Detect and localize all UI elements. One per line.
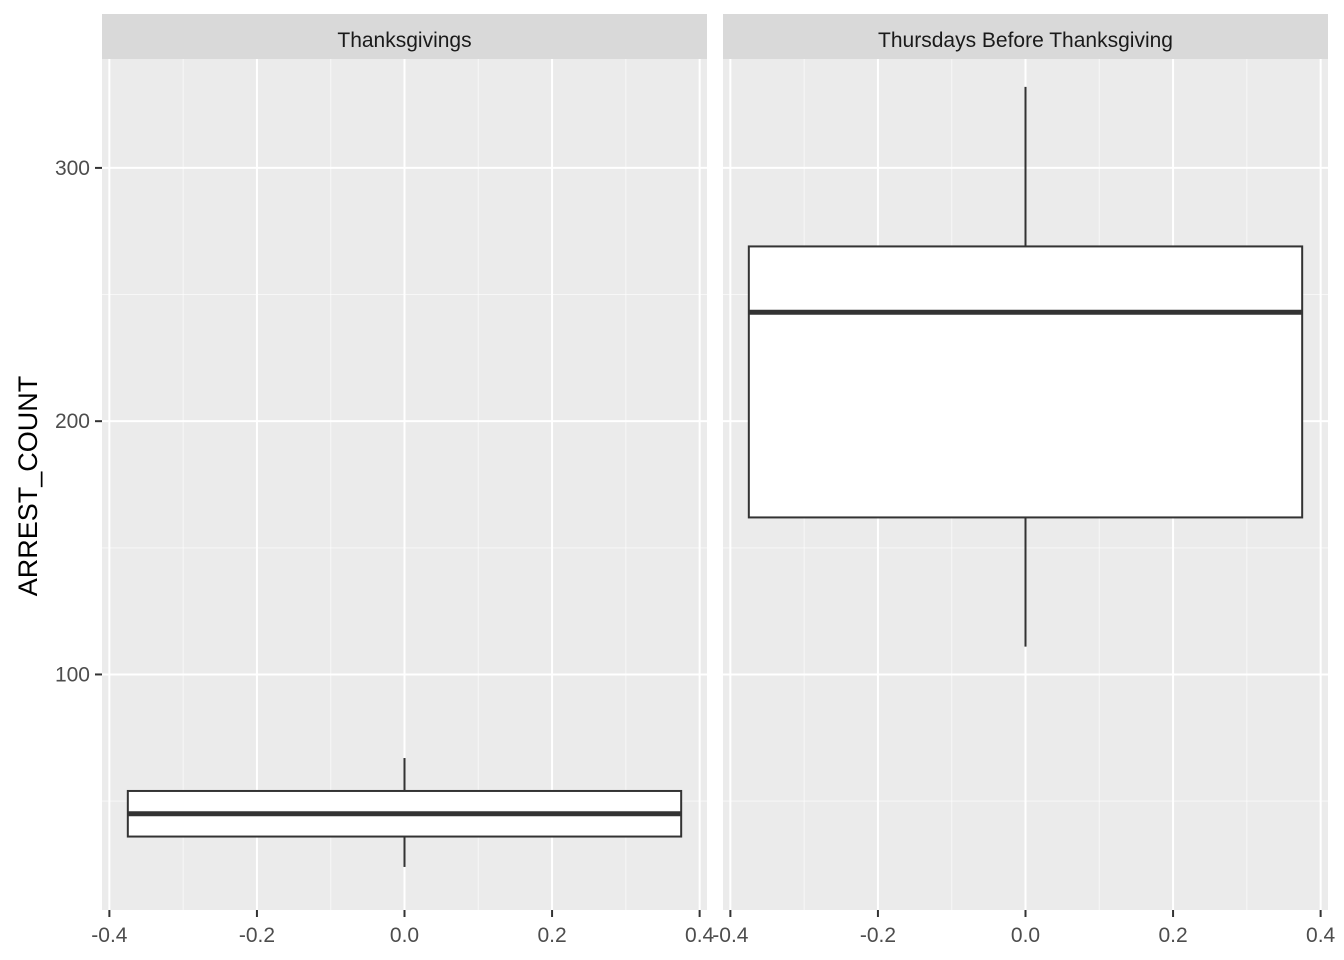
x-tick-label: -0.2 — [239, 924, 275, 947]
facet-title: Thanksgivings — [337, 29, 471, 52]
box-iqr — [747, 245, 1304, 519]
x-tick-label: 0.4 — [1306, 924, 1336, 947]
x-tick-label: 0.4 — [685, 924, 715, 947]
y-tick-label: 300 — [55, 157, 90, 180]
y-axis-title: ARREST_COUNT — [13, 376, 43, 597]
x-tick-label: -0.2 — [860, 924, 896, 947]
x-tick-label: -0.4 — [91, 924, 128, 947]
facet-strip — [723, 14, 1328, 59]
x-tick-label: 0.0 — [390, 924, 419, 947]
x-tick-label: 0.2 — [1158, 924, 1187, 947]
x-tick-label: 0.2 — [537, 924, 566, 947]
facet-strip — [102, 14, 707, 59]
facet-title: Thursdays Before Thanksgiving — [878, 29, 1173, 52]
y-axis: 100 200 300 — [55, 157, 102, 686]
y-tick-label: 100 — [55, 663, 90, 686]
x-tick-label: 0.0 — [1011, 924, 1040, 947]
facet-panel: Thanksgivings -0.4 -0.2 0.0 0.2 0.4 — [91, 14, 715, 947]
x-tick-label: -0.4 — [712, 924, 749, 947]
y-tick-label: 200 — [55, 410, 90, 433]
facets-layer: Thanksgivings-0.4 -0.2 0.0 0.2 0.4Thursdays … — [91, 14, 1336, 947]
facet-panel: Thursdays Before Thanksgiving -0.4 -0.2 0.0… — [712, 14, 1336, 947]
